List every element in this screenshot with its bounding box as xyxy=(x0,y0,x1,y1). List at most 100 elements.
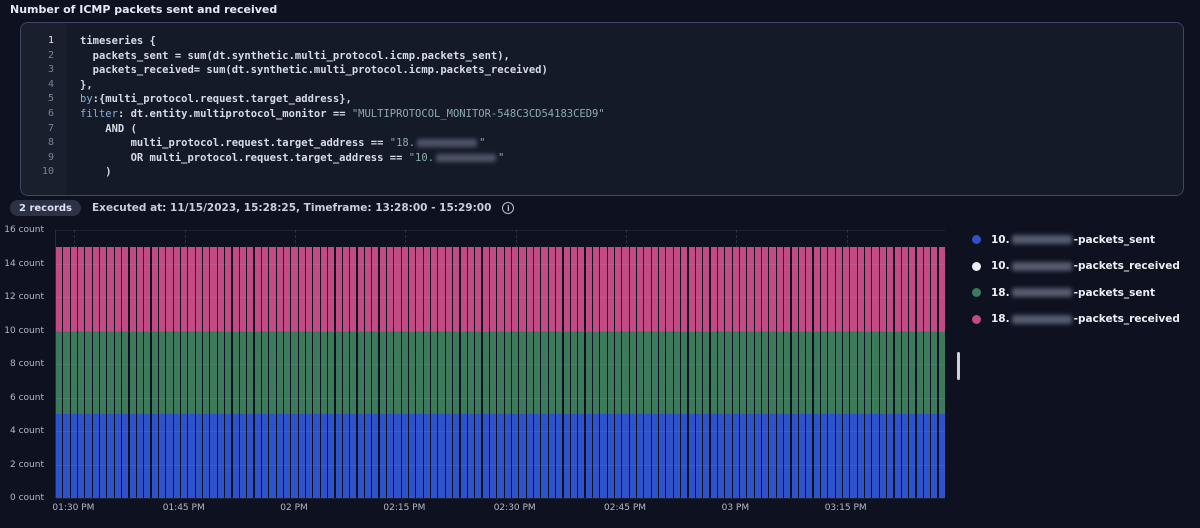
stacked-bar[interactable] xyxy=(879,246,886,498)
stacked-bar[interactable] xyxy=(144,246,151,498)
stacked-bar[interactable] xyxy=(298,246,305,498)
stacked-bar[interactable] xyxy=(563,246,570,498)
stacked-bar[interactable] xyxy=(725,246,732,498)
stacked-bar[interactable] xyxy=(254,246,261,498)
stacked-bar[interactable] xyxy=(409,246,416,498)
stacked-bar[interactable] xyxy=(600,246,607,498)
stacked-bar[interactable] xyxy=(239,246,247,498)
stacked-bar[interactable] xyxy=(306,246,313,498)
stacked-bar[interactable] xyxy=(526,246,533,498)
stacked-bar[interactable] xyxy=(887,246,894,498)
stacked-bar[interactable] xyxy=(578,246,585,498)
stacked-bar[interactable] xyxy=(386,246,394,498)
stacked-bar[interactable] xyxy=(681,246,688,498)
stacked-bar[interactable] xyxy=(909,246,916,498)
stacked-bar[interactable] xyxy=(931,246,938,498)
stacked-bar[interactable] xyxy=(813,246,820,498)
legend-item[interactable]: 10. -packets_received xyxy=(972,258,1192,275)
stacked-bar[interactable] xyxy=(173,246,180,498)
stacked-bar[interactable] xyxy=(225,246,232,498)
stacked-bar[interactable] xyxy=(857,246,864,498)
stacked-bar[interactable] xyxy=(107,246,114,498)
stacked-bar[interactable] xyxy=(78,246,85,498)
stacked-bar[interactable] xyxy=(136,246,144,498)
stacked-bar[interactable] xyxy=(717,246,725,498)
stacked-bar[interactable] xyxy=(416,246,423,498)
stacked-bar[interactable] xyxy=(710,246,717,498)
stacked-bar[interactable] xyxy=(762,246,769,498)
stacked-bar[interactable] xyxy=(438,246,445,498)
stacked-bar[interactable] xyxy=(195,246,202,498)
stacked-bar[interactable] xyxy=(548,246,555,498)
stacked-bar[interactable] xyxy=(695,246,703,498)
editor-code[interactable]: timeseries { packets_sent = sum(dt.synth… xyxy=(67,23,1183,195)
stacked-bar[interactable] xyxy=(622,246,629,498)
stacked-bar[interactable] xyxy=(151,246,158,498)
stacked-bar[interactable] xyxy=(350,246,357,498)
stacked-bar[interactable] xyxy=(798,246,806,498)
stacked-bar[interactable] xyxy=(791,246,798,498)
stacked-bar[interactable] xyxy=(100,246,107,498)
legend-item[interactable]: 10. -packets_sent xyxy=(972,231,1192,248)
code-line[interactable]: timeseries { xyxy=(80,34,1175,49)
stacked-bar[interactable] xyxy=(166,246,173,498)
stacked-bar[interactable] xyxy=(453,246,460,498)
stacked-bar[interactable] xyxy=(512,246,519,498)
stacked-bar[interactable] xyxy=(835,246,842,498)
stacked-bar[interactable] xyxy=(284,246,291,498)
stacked-bar[interactable] xyxy=(122,246,129,498)
info-icon[interactable]: i xyxy=(502,202,515,214)
stacked-bar[interactable] xyxy=(335,246,342,498)
stacked-bar[interactable] xyxy=(637,246,644,498)
stacked-bar[interactable] xyxy=(843,246,850,498)
code-line[interactable]: packets_sent = sum(dt.synthetic.multi_pr… xyxy=(80,49,1175,64)
stacked-bar[interactable] xyxy=(504,246,511,498)
stacked-bar[interactable] xyxy=(666,246,673,498)
stacked-bar[interactable] xyxy=(556,246,563,498)
code-line[interactable]: by:{multi_protocol.request.target_addres… xyxy=(80,92,1175,107)
stacked-bar[interactable] xyxy=(916,246,923,498)
code-line[interactable]: multi_protocol.request.target_address ==… xyxy=(80,136,1175,151)
stacked-bar[interactable] xyxy=(673,246,681,498)
stacked-bar[interactable] xyxy=(431,246,438,498)
stacked-bar[interactable] xyxy=(181,246,188,498)
stacked-bar[interactable] xyxy=(203,246,210,498)
stacked-bar[interactable] xyxy=(534,246,541,498)
stacked-bar[interactable] xyxy=(475,246,482,498)
stacked-bar[interactable] xyxy=(423,246,430,498)
stacked-bar[interactable] xyxy=(747,246,754,498)
stacked-bar[interactable] xyxy=(401,246,408,498)
stacked-bar[interactable] xyxy=(158,246,166,498)
stacked-bar[interactable] xyxy=(901,246,909,498)
stacked-bar[interactable] xyxy=(232,246,239,498)
stacked-bar[interactable] xyxy=(541,246,548,498)
stacked-bar[interactable] xyxy=(754,246,761,498)
stacked-bar[interactable] xyxy=(129,246,136,498)
stacked-bar[interactable] xyxy=(188,246,195,498)
stacked-bar[interactable] xyxy=(114,246,122,498)
stacked-bar[interactable] xyxy=(592,246,600,498)
stacked-bar[interactable] xyxy=(865,246,872,498)
stacked-bar[interactable] xyxy=(828,246,835,498)
stacked-bar[interactable] xyxy=(357,246,364,498)
legend-item[interactable]: 18. -packets_received xyxy=(972,311,1192,328)
legend-scrollbar-thumb[interactable] xyxy=(957,352,960,380)
stacked-bar[interactable] xyxy=(328,246,335,498)
stacked-bar[interactable] xyxy=(806,246,813,498)
stacked-bar[interactable] xyxy=(467,246,475,498)
stacked-bar[interactable] xyxy=(489,246,497,498)
stacked-bar[interactable] xyxy=(320,246,327,498)
stacked-bar[interactable] xyxy=(784,246,791,498)
code-line[interactable]: filter: dt.entity.multiprotocol_monitor … xyxy=(80,107,1175,122)
stacked-bar[interactable] xyxy=(210,246,217,498)
legend-item[interactable]: 18. -packets_sent xyxy=(972,284,1192,301)
stacked-bar[interactable] xyxy=(313,246,320,498)
code-line[interactable]: OR multi_protocol.request.target_address… xyxy=(80,151,1175,166)
stacked-bar[interactable] xyxy=(379,246,386,498)
stacked-bar[interactable] xyxy=(629,246,636,498)
stacked-bar[interactable] xyxy=(482,246,489,498)
stacked-bar[interactable] xyxy=(776,246,784,498)
code-line[interactable]: ) xyxy=(80,165,1175,180)
stacked-bar[interactable] xyxy=(460,246,467,498)
stacked-bar[interactable] xyxy=(269,246,276,498)
